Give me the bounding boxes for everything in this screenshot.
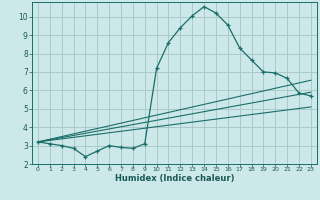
X-axis label: Humidex (Indice chaleur): Humidex (Indice chaleur) bbox=[115, 174, 234, 183]
